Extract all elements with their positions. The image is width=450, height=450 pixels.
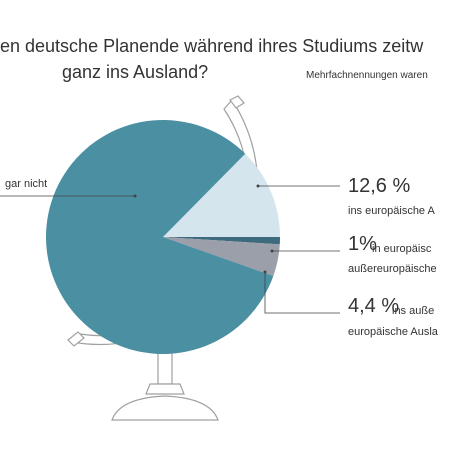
category-label: gar nicht <box>5 178 47 190</box>
value-label: 1% <box>348 233 377 255</box>
globe-frame <box>67 95 259 421</box>
chart-subtitle: Mehrfachnennungen waren <box>306 70 428 81</box>
category-label: außereuropäische <box>348 263 437 275</box>
chart-title: en deutsche Planende während ihres Studi… <box>0 36 424 56</box>
pie <box>46 119 280 354</box>
value-label: 12,6 % <box>348 175 410 197</box>
pie-slice <box>46 119 274 354</box>
category-label: europäische Ausla <box>348 326 439 338</box>
category-label: ins europäische A <box>348 205 435 217</box>
leader-lines <box>0 184 340 314</box>
pie-slice <box>163 237 280 276</box>
chart-title: ganz ins Ausland? <box>62 62 208 82</box>
pie-slice <box>163 237 280 245</box>
value-label: 4,4 % <box>348 295 399 317</box>
category-label: ins auße <box>392 305 434 317</box>
pie-slice <box>163 153 280 237</box>
category-label: in europäisc <box>372 243 432 255</box>
